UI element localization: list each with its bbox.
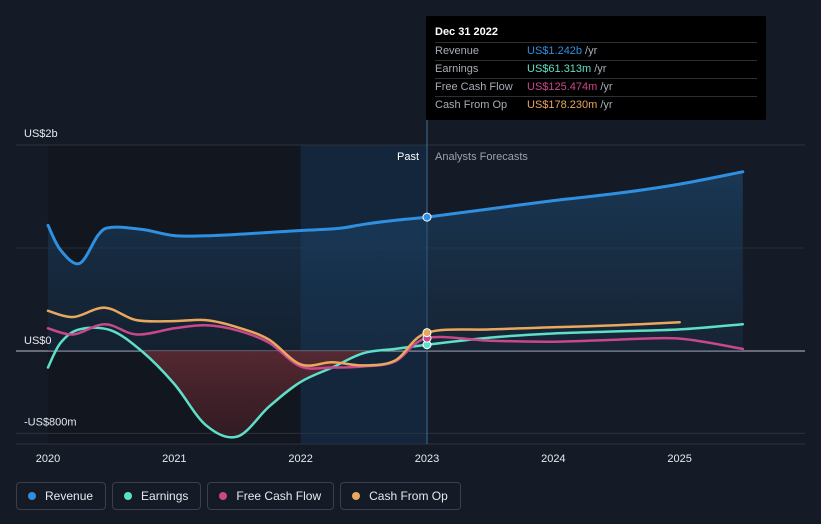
- series-lines: [46, 170, 745, 439]
- tooltip-value: US$1.242b: [527, 45, 583, 57]
- area-fills: [48, 171, 743, 438]
- past-label: Past: [397, 151, 419, 163]
- highlight-point-cash-from-op: [422, 328, 432, 338]
- earnings-dot-icon: [124, 492, 133, 500]
- series-line-free-cash-flow: [46, 322, 745, 370]
- tooltip-date: Dec 31 2022: [435, 26, 498, 38]
- revenue-area: [48, 171, 743, 351]
- x-tick-label: 2023: [415, 453, 439, 465]
- series-line-revenue: [46, 170, 745, 266]
- tooltip-unit: /yr: [594, 63, 607, 75]
- axis-labels: US$2b US$0 -US$800m 2020 2021 2022 2023 2024 202…: [24, 128, 692, 465]
- free-cash-flow-dot-icon: [219, 492, 228, 500]
- legend-item-free-cash-flow[interactable]: Free Cash Flow: [207, 482, 335, 510]
- tooltip-row-free-cash-flow: Free Cash Flow US$125.474m /yr: [435, 78, 757, 96]
- forecast-label: Analysts Forecasts: [435, 151, 528, 163]
- series-line-earnings: [46, 322, 745, 439]
- x-tick-label: 2024: [541, 453, 565, 465]
- legend: Revenue Earnings Free Cash Flow Cash Fro…: [16, 482, 461, 510]
- x-tick-label: 2025: [667, 453, 691, 465]
- tooltip-value: US$125.474m: [527, 81, 598, 93]
- legend-item-cash-from-op[interactable]: Cash From Op: [340, 482, 461, 510]
- tooltip-label: Revenue: [435, 45, 480, 57]
- y-tick-label: US$2b: [24, 128, 58, 140]
- tooltip-row-revenue: Revenue US$1.242b /yr: [435, 42, 757, 60]
- legend-label: Earnings: [141, 489, 189, 503]
- tooltip-row-cash-from-op: Cash From Op US$178.230m /yr: [435, 96, 757, 114]
- tooltip-value: US$178.230m: [527, 99, 598, 111]
- tooltip-panel: Dec 31 2022 Revenue US$1.242b /yr Earnin…: [426, 16, 766, 120]
- tooltip-unit: /yr: [600, 81, 613, 93]
- tooltip-row-earnings: Earnings US$61.313m /yr: [435, 60, 757, 78]
- revenue-dot-icon: [28, 492, 36, 500]
- legend-label: Revenue: [45, 489, 94, 503]
- legend-label: Cash From Op: [369, 489, 448, 503]
- tooltip-label: Free Cash Flow: [435, 81, 513, 93]
- x-tick-label: 2021: [162, 453, 186, 465]
- legend-item-earnings[interactable]: Earnings: [112, 482, 202, 510]
- legend-item-revenue[interactable]: Revenue: [16, 482, 107, 510]
- y-tick-label: -US$800m: [24, 416, 77, 428]
- legend-label: Free Cash Flow: [236, 489, 322, 503]
- tooltip-label: Cash From Op: [435, 99, 508, 111]
- x-tick-label: 2022: [288, 453, 312, 465]
- tooltip-label: Earnings: [435, 63, 479, 75]
- tooltip-value: US$61.313m: [527, 63, 592, 75]
- tooltip-unit: /yr: [600, 99, 613, 111]
- x-tick-label: 2020: [36, 453, 60, 465]
- loss-area: [142, 351, 396, 438]
- highlight-point-revenue: [422, 212, 432, 222]
- series-line-cash-from-op: [46, 306, 681, 367]
- highlight-markers: [422, 212, 432, 350]
- y-tick-label: US$0: [24, 335, 52, 347]
- cash-from-op-dot-icon: [352, 492, 361, 500]
- tooltip-unit: /yr: [585, 45, 598, 57]
